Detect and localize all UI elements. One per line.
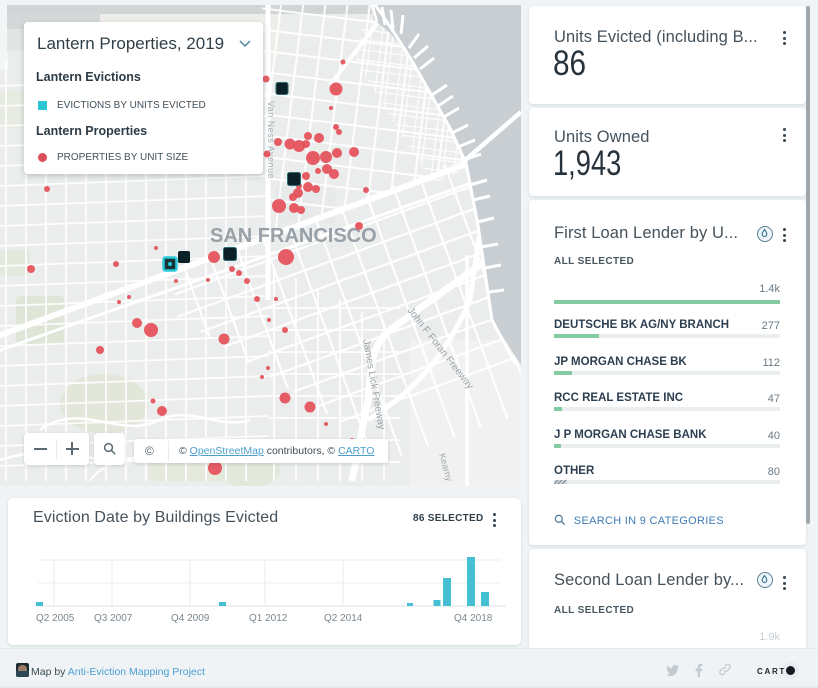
- svg-text:Q2 2014: Q2 2014: [324, 613, 363, 624]
- svg-text:Q4 2009: Q4 2009: [171, 613, 210, 624]
- svg-text:Q2 2005: Q2 2005: [36, 613, 75, 624]
- svg-text:Q1 2012: Q1 2012: [249, 613, 288, 624]
- svg-text:Q4 2018: Q4 2018: [454, 613, 493, 624]
- svg-text:Van Ness Avenue: Van Ness Avenue: [266, 101, 276, 179]
- svg-text:SAN FRANCISCO: SAN FRANCISCO: [210, 225, 377, 247]
- svg-text:Q3 2007: Q3 2007: [94, 613, 133, 624]
